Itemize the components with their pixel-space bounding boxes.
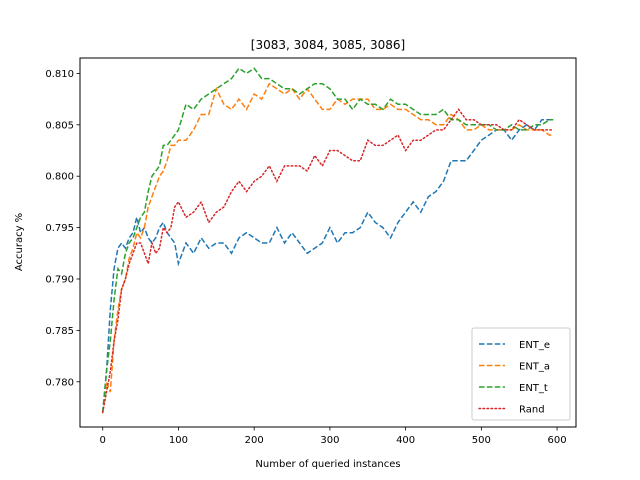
x-tick-label: 500 xyxy=(472,435,491,446)
y-axis-label: Accuracy % xyxy=(14,213,25,271)
series-line-ent-a xyxy=(101,82,554,413)
x-tick-label: 0 xyxy=(100,435,106,446)
legend-label-ent-e: ENT_e xyxy=(519,340,550,351)
legend-label-ent-t: ENT_t xyxy=(519,383,548,394)
legend: ENT_e ENT_a ENT_t Rand xyxy=(471,327,571,421)
x-axis-label: Number of queried instances xyxy=(255,459,400,470)
y-tick-label: 0.780 xyxy=(45,377,74,388)
axes-frame xyxy=(79,57,577,428)
x-tick-label: 300 xyxy=(320,435,339,446)
series-line-ent-t xyxy=(101,67,554,413)
y-tick-label: 0.785 xyxy=(45,326,74,337)
legend-label-rand: Rand xyxy=(519,405,545,416)
x-axis-ticks: 0 100 200 300 400 500 600 xyxy=(100,427,567,446)
x-tick-label: 600 xyxy=(548,435,567,446)
y-tick-label: 0.795 xyxy=(45,223,74,234)
series-line-rand xyxy=(101,108,555,414)
x-tick-label: 200 xyxy=(245,435,264,446)
legend-label-ent-a: ENT_a xyxy=(519,362,550,373)
chart-title: [3083, 3084, 3085, 3086] xyxy=(251,38,405,52)
y-tick-label: 0.810 xyxy=(45,69,74,80)
y-tick-label: 0.805 xyxy=(45,120,74,131)
legend-box xyxy=(471,327,571,421)
y-tick-label: 0.800 xyxy=(45,172,74,183)
y-tick-label: 0.790 xyxy=(45,274,74,285)
y-axis-ticks: 0.780 0.785 0.790 0.795 0.800 0.805 0.810 xyxy=(45,69,80,388)
x-tick-label: 400 xyxy=(396,435,415,446)
x-tick-label: 100 xyxy=(169,435,188,446)
series-lines xyxy=(101,67,555,414)
series-line-ent-e xyxy=(101,118,554,413)
